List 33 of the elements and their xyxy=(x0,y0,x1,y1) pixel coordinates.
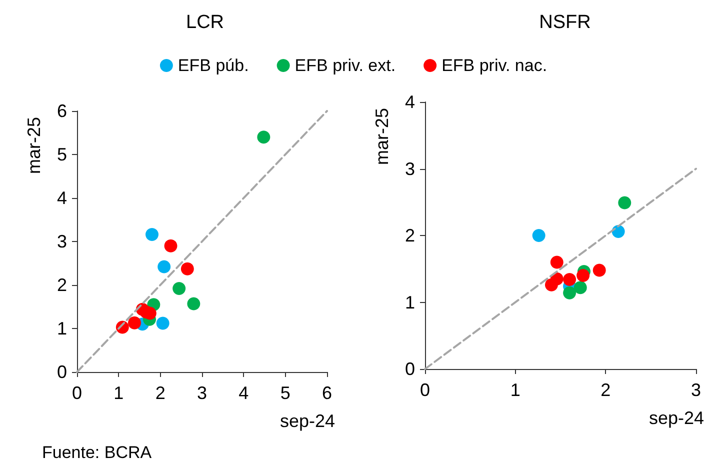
y-tick-label: 2 xyxy=(404,226,415,246)
y-tick-label: 0 xyxy=(56,362,67,382)
chart-title: NSFR xyxy=(539,12,591,33)
x-tick-label: 2 xyxy=(155,383,166,403)
x-tick-label: 5 xyxy=(280,383,290,403)
x-tick-label: 0 xyxy=(420,380,430,400)
y-axis-title: mar-25 xyxy=(24,117,44,174)
x-axis-title: sep-24 xyxy=(280,411,336,431)
y-tick-label: 5 xyxy=(56,144,67,164)
x-axis-title: sep-24 xyxy=(648,408,704,428)
x-tick-label: 0 xyxy=(72,383,82,403)
y-tick-label: 3 xyxy=(404,158,415,179)
legend-label: EFB priv. nac. xyxy=(442,56,548,75)
source-note: Fuente: BCRA xyxy=(42,443,152,462)
y-axis-title: mar-25 xyxy=(372,108,392,166)
x-tick-label: 4 xyxy=(238,383,249,403)
y-tick-label: 1 xyxy=(404,292,415,312)
x-tick-label: 1 xyxy=(114,383,124,403)
y-tick-label: 3 xyxy=(56,232,67,252)
y-tick-label: 1 xyxy=(56,318,67,338)
y-tick-label: 6 xyxy=(56,101,67,121)
y-tick-label: 4 xyxy=(404,92,415,112)
legend-label: EFB priv. ext. xyxy=(294,56,396,75)
y-tick-label: 0 xyxy=(404,359,415,379)
x-tick-label: 1 xyxy=(510,380,520,400)
x-tick-label: 2 xyxy=(600,380,611,400)
y-tick-label: 2 xyxy=(56,275,67,295)
chart-title: LCR xyxy=(186,12,224,33)
x-tick-label: 3 xyxy=(690,380,702,400)
x-tick-label: 3 xyxy=(196,383,208,403)
y-tick-label: 4 xyxy=(56,188,67,208)
legend-label: EFB púb. xyxy=(178,56,249,75)
x-tick-label: 6 xyxy=(322,383,332,403)
